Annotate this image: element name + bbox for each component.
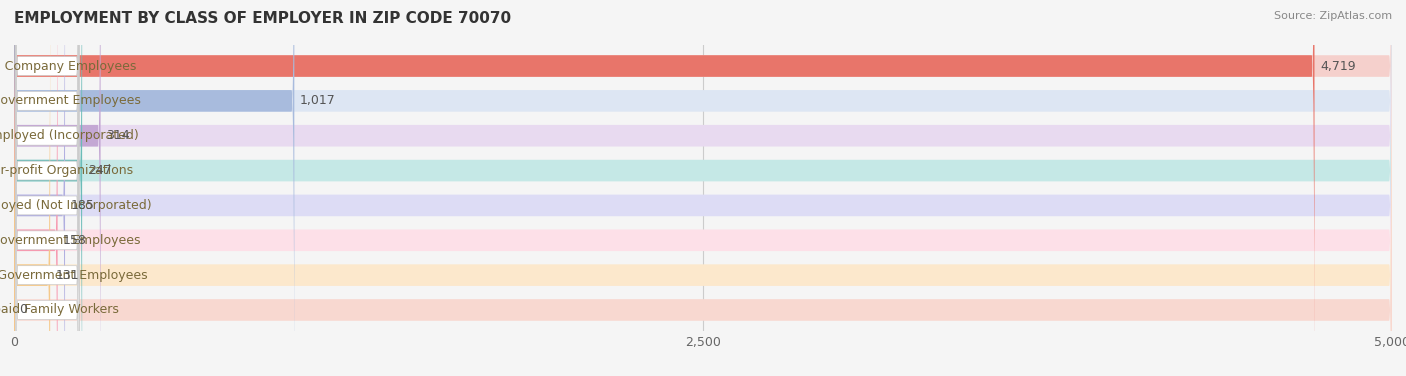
FancyBboxPatch shape (15, 6, 79, 376)
Text: 1,017: 1,017 (299, 94, 336, 108)
FancyBboxPatch shape (14, 0, 1392, 376)
FancyBboxPatch shape (14, 0, 58, 376)
FancyBboxPatch shape (14, 0, 1392, 376)
Text: Unpaid Family Workers: Unpaid Family Workers (0, 303, 118, 317)
Text: EMPLOYMENT BY CLASS OF EMPLOYER IN ZIP CODE 70070: EMPLOYMENT BY CLASS OF EMPLOYER IN ZIP C… (14, 11, 512, 26)
Text: 247: 247 (87, 164, 111, 177)
FancyBboxPatch shape (14, 0, 1315, 376)
Text: Not-for-profit Organizations: Not-for-profit Organizations (0, 164, 132, 177)
FancyBboxPatch shape (15, 0, 79, 370)
FancyBboxPatch shape (14, 0, 51, 376)
FancyBboxPatch shape (14, 0, 294, 376)
FancyBboxPatch shape (15, 41, 79, 376)
FancyBboxPatch shape (15, 0, 79, 376)
Text: 0: 0 (20, 303, 28, 317)
FancyBboxPatch shape (14, 0, 1392, 376)
FancyBboxPatch shape (15, 0, 79, 376)
FancyBboxPatch shape (15, 0, 79, 376)
FancyBboxPatch shape (15, 0, 79, 335)
FancyBboxPatch shape (14, 0, 1392, 376)
FancyBboxPatch shape (14, 0, 101, 376)
Text: Private Company Employees: Private Company Employees (0, 59, 136, 73)
Text: Self-Employed (Incorporated): Self-Employed (Incorporated) (0, 129, 139, 142)
FancyBboxPatch shape (14, 0, 1392, 376)
FancyBboxPatch shape (15, 0, 79, 376)
Text: 131: 131 (56, 268, 79, 282)
Text: 158: 158 (63, 234, 87, 247)
Text: 185: 185 (70, 199, 94, 212)
FancyBboxPatch shape (14, 0, 65, 376)
Text: Local Government Employees: Local Government Employees (0, 94, 141, 108)
FancyBboxPatch shape (14, 0, 1392, 376)
Text: Self-Employed (Not Incorporated): Self-Employed (Not Incorporated) (0, 199, 152, 212)
FancyBboxPatch shape (14, 0, 1392, 376)
Text: State Government Employees: State Government Employees (0, 234, 141, 247)
Text: 4,719: 4,719 (1320, 59, 1355, 73)
FancyBboxPatch shape (14, 0, 82, 376)
Text: 314: 314 (105, 129, 129, 142)
FancyBboxPatch shape (14, 0, 1392, 376)
Text: Source: ZipAtlas.com: Source: ZipAtlas.com (1274, 11, 1392, 21)
Text: Federal Government Employees: Federal Government Employees (0, 268, 148, 282)
